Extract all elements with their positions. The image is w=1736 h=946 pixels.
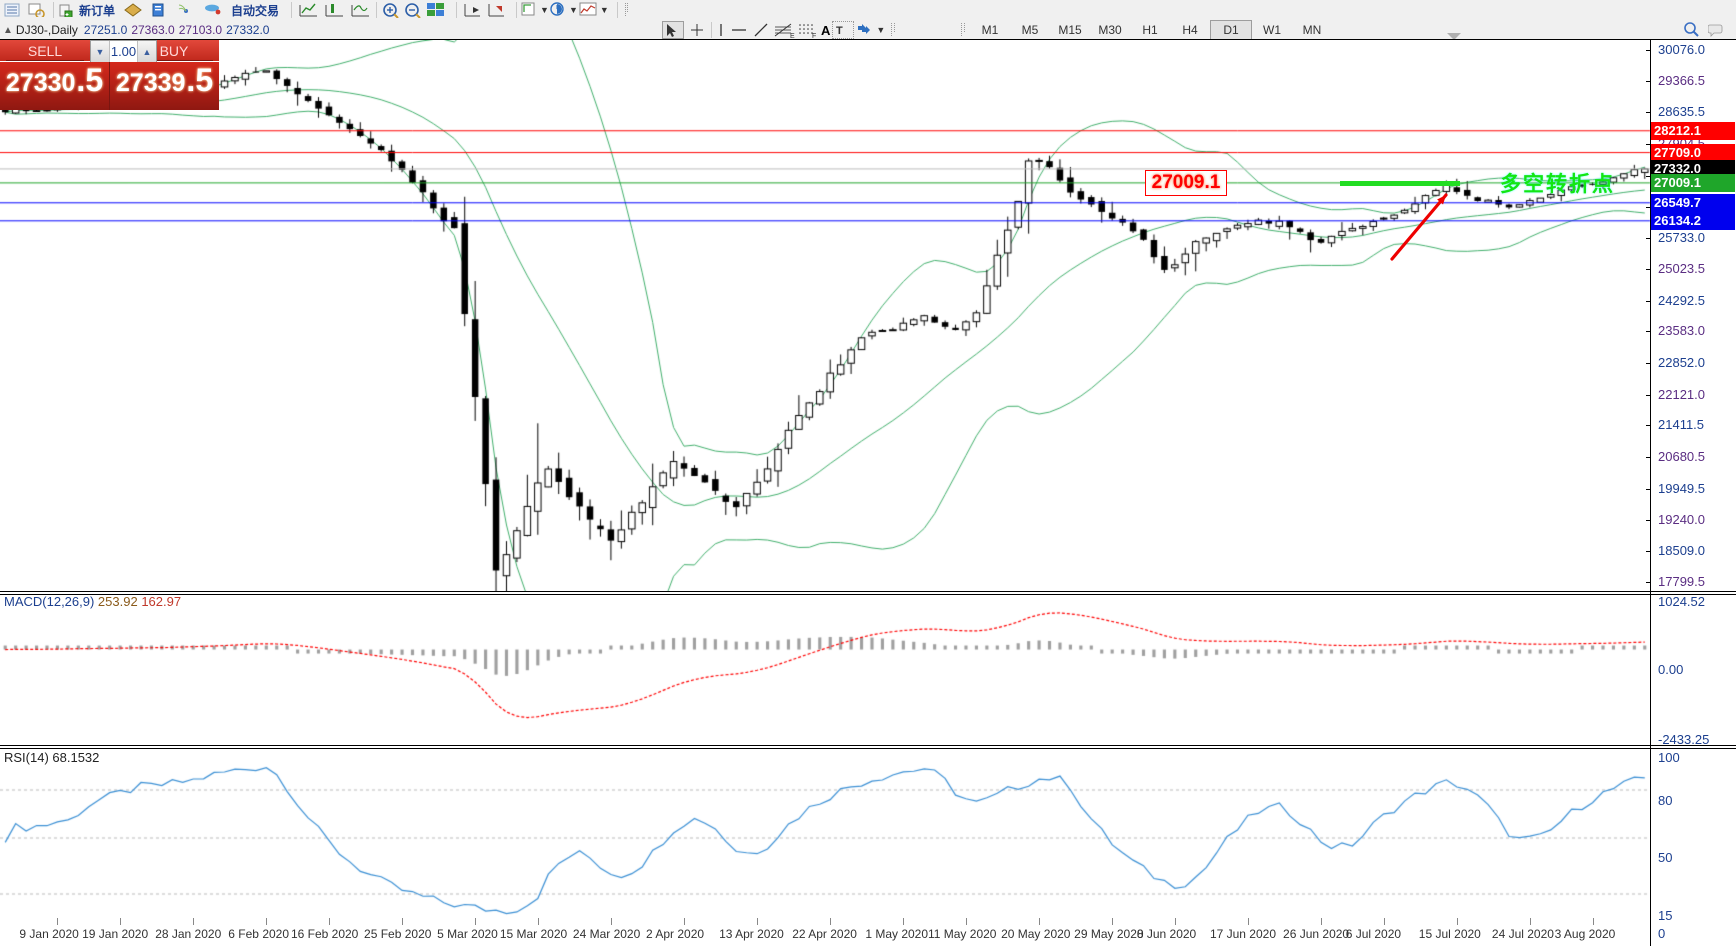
svg-text:F: F	[812, 33, 816, 38]
svg-text:T: T	[836, 25, 843, 37]
svg-text:E: E	[790, 33, 795, 38]
